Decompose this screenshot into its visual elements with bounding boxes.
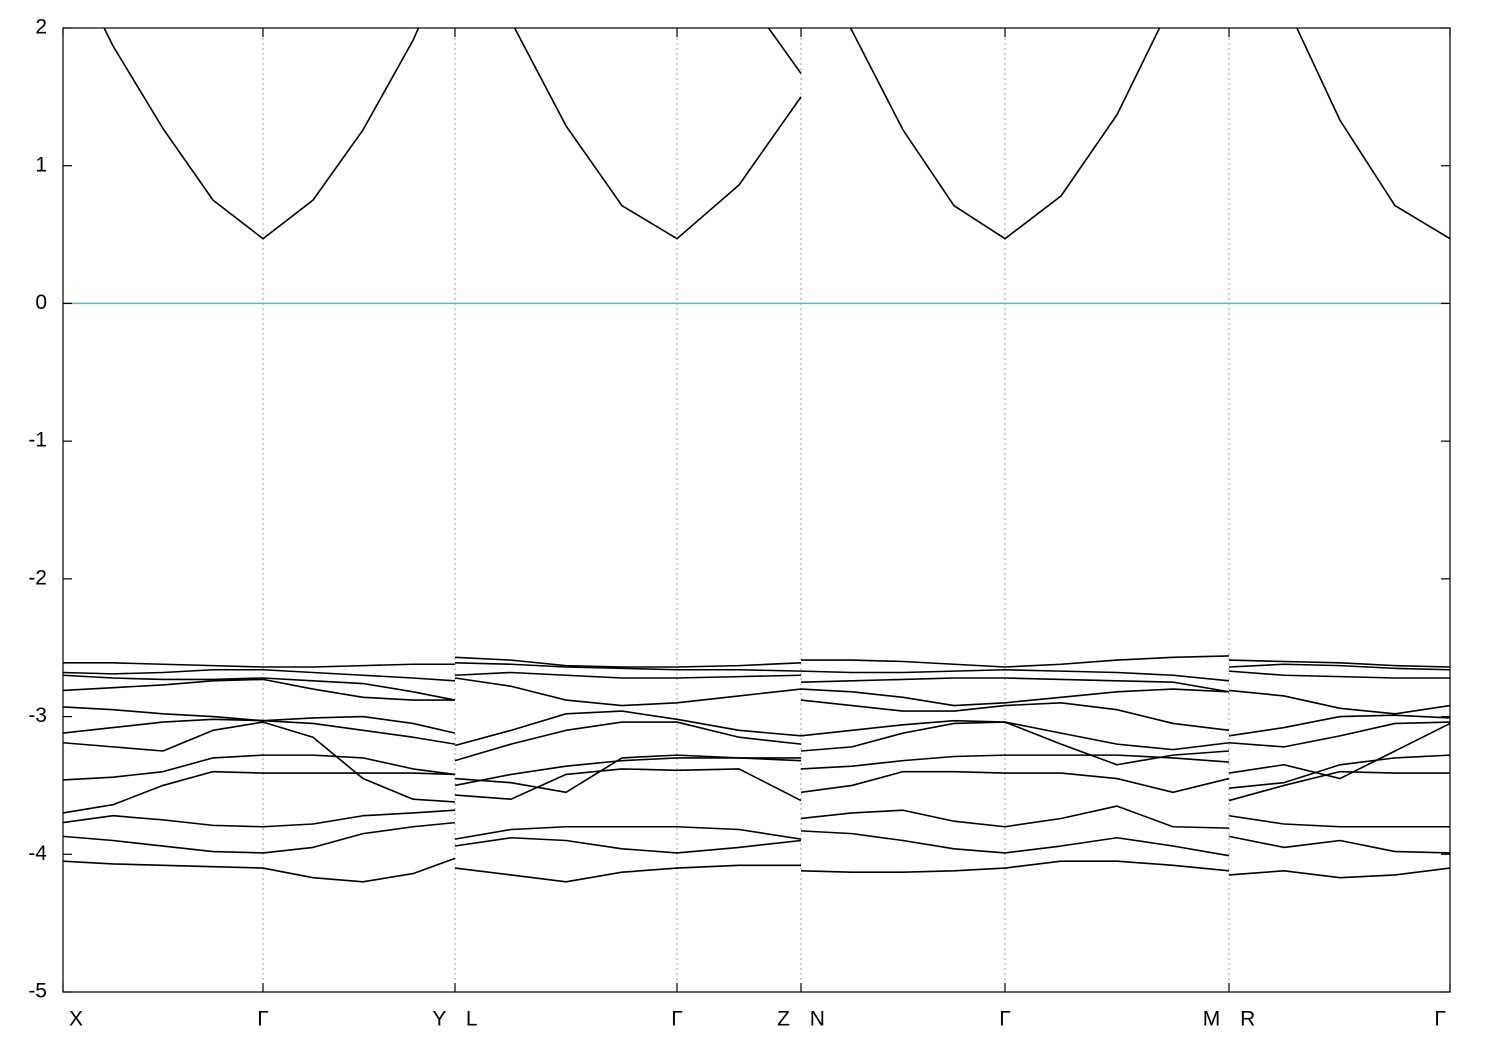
y-tick-label: -4: [28, 842, 47, 865]
y-tick-label: -2: [28, 566, 47, 589]
band-line: [63, 805, 1450, 840]
y-tick-label: -5: [28, 980, 47, 1003]
band-line: [63, 655, 1450, 668]
x-tick-label: Γ: [1434, 1008, 1446, 1031]
axes: -5 -4 -3 -2 -1 0 1 2 X Γ Y L Γ Z N Γ M R Γ: [28, 16, 1451, 1031]
band-line: [63, 670, 1450, 701]
band-line: [103, 28, 1450, 240]
plot-frame: [62, 27, 1451, 993]
band-line: [63, 821, 1450, 857]
x-tick-label: Y L: [432, 1008, 477, 1031]
x-tick-label: M R: [1203, 1008, 1256, 1031]
band-line: [63, 662, 1450, 682]
band-line: [767, 28, 802, 74]
band-line: [63, 677, 1450, 715]
plot-area: [63, 28, 1450, 883]
x-tick-label: Γ: [671, 1008, 683, 1031]
x-tick-label: Γ: [257, 1008, 269, 1031]
x-tick-label: Z N: [777, 1008, 825, 1031]
band-line: [63, 721, 1450, 803]
y-tick-label: 2: [35, 16, 47, 39]
x-tick-label: X: [69, 1008, 83, 1031]
y-tick-label: 0: [35, 291, 47, 314]
y-tick-label: 1: [35, 153, 47, 176]
x-tick-label: Γ: [999, 1008, 1011, 1031]
y-tick-label: -1: [28, 429, 47, 452]
grid: [262, 28, 1230, 992]
y-tick-label: -3: [28, 704, 47, 727]
band-line: [63, 768, 1450, 814]
band-line: [63, 718, 1450, 762]
band-line: [63, 857, 1450, 883]
band-line: [63, 754, 1450, 789]
